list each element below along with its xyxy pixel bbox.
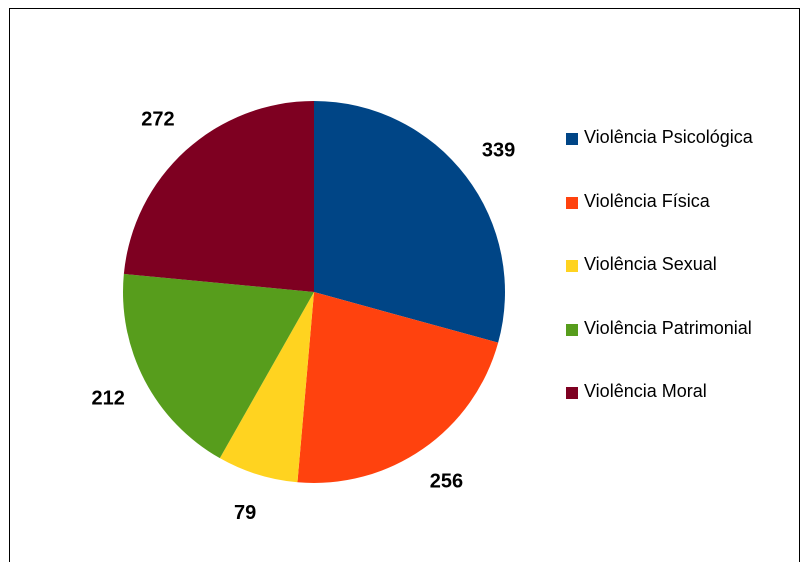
legend-label: Violência Psicológica [584, 127, 753, 147]
data-label: 339 [482, 140, 515, 162]
legend-label: Violência Patrimonial [584, 317, 752, 338]
legend-item: Violência Física [566, 190, 781, 254]
legend-swatch [566, 196, 578, 209]
legend-item: Violência Psicológica [566, 126, 781, 190]
legend-item: Violência Moral [566, 380, 781, 444]
pie-slice [123, 273, 314, 459]
legend-label: Violência Física [584, 190, 710, 211]
data-label: 256 [430, 471, 463, 493]
data-label: 79 [234, 502, 256, 524]
pie-slice [219, 292, 314, 483]
legend-swatch [566, 260, 578, 272]
pie-slice [314, 101, 505, 343]
legend-item: Violência Patrimonial [566, 317, 781, 381]
legend-label: Violência Sexual [584, 254, 717, 274]
data-label: 212 [92, 387, 125, 409]
pie-slice [297, 292, 499, 483]
legend-label: Violência Moral [584, 381, 707, 401]
legend: Violência Psicológica Violência Física Vio… [566, 126, 781, 444]
legend-swatch [566, 133, 578, 145]
legend-item: Violência Sexual [566, 253, 781, 317]
legend-swatch [566, 323, 578, 336]
legend-swatch [566, 387, 578, 399]
data-label: 272 [141, 109, 174, 131]
pie-slice [123, 101, 315, 292]
